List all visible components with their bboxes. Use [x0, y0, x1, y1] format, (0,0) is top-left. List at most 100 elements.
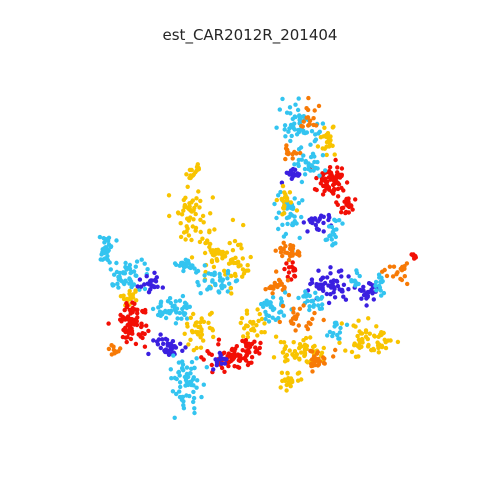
- data-point: [276, 282, 282, 288]
- data-point: [142, 282, 147, 287]
- data-point: [290, 174, 295, 180]
- data-point: [288, 384, 293, 389]
- data-point: [196, 283, 201, 288]
- data-point: [286, 292, 292, 298]
- data-point: [209, 258, 215, 263]
- data-point: [158, 301, 163, 306]
- data-point: [303, 289, 308, 294]
- data-point: [216, 337, 222, 342]
- data-point: [298, 150, 303, 156]
- data-point: [139, 321, 144, 326]
- data-point: [211, 264, 217, 270]
- data-point: [188, 315, 193, 320]
- data-point: [245, 334, 251, 340]
- data-point: [234, 278, 240, 283]
- data-point: [364, 295, 370, 300]
- data-point: [177, 389, 182, 394]
- data-point: [320, 192, 326, 197]
- data-point: [350, 207, 355, 212]
- data-point: [102, 246, 107, 251]
- data-point: [180, 348, 185, 353]
- data-point: [198, 320, 203, 325]
- data-point: [321, 229, 326, 234]
- data-point: [164, 337, 170, 342]
- data-point: [295, 161, 301, 166]
- data-point: [283, 244, 288, 249]
- data-point: [137, 277, 143, 282]
- data-point: [359, 296, 364, 301]
- data-point: [163, 315, 169, 321]
- data-point: [286, 215, 291, 220]
- data-point: [108, 244, 114, 249]
- data-point: [322, 125, 327, 130]
- data-point: [202, 263, 207, 268]
- data-point: [335, 194, 341, 199]
- data-point: [357, 273, 362, 279]
- data-point: [328, 233, 333, 239]
- data-point: [344, 180, 350, 185]
- data-point: [278, 339, 284, 345]
- data-point: [135, 311, 140, 316]
- data-point: [282, 290, 288, 295]
- data-point: [312, 310, 317, 316]
- data-point: [173, 321, 179, 326]
- data-point: [128, 311, 133, 316]
- data-point: [194, 270, 199, 275]
- data-point: [333, 175, 339, 180]
- data-point: [290, 260, 295, 265]
- data-point: [194, 202, 199, 207]
- data-point: [183, 237, 188, 242]
- data-point: [178, 221, 183, 226]
- data-point: [238, 320, 243, 326]
- data-point: [144, 274, 149, 279]
- data-point: [283, 250, 288, 255]
- data-point: [285, 371, 290, 376]
- data-point: [177, 310, 182, 316]
- data-point: [167, 296, 173, 301]
- data-point: [197, 239, 203, 245]
- data-point: [158, 332, 163, 337]
- data-point: [259, 316, 265, 322]
- data-point: [293, 102, 298, 107]
- data-point: [175, 316, 180, 321]
- data-point: [265, 300, 271, 305]
- data-point: [180, 394, 185, 400]
- data-point: [280, 253, 285, 259]
- data-point: [189, 263, 195, 268]
- data-point: [201, 220, 206, 225]
- data-point: [241, 334, 246, 339]
- data-point: [194, 356, 199, 361]
- data-point: [136, 332, 141, 337]
- data-point: [212, 227, 217, 232]
- data-point: [281, 313, 287, 318]
- data-point: [378, 288, 383, 293]
- data-point: [316, 268, 321, 273]
- data-point: [287, 190, 293, 195]
- data-point: [317, 173, 322, 178]
- data-point: [239, 316, 245, 321]
- data-point: [310, 344, 316, 350]
- data-point: [359, 344, 364, 349]
- data-point: [232, 347, 237, 353]
- data-point: [192, 406, 197, 411]
- data-point: [320, 146, 325, 151]
- data-point: [316, 103, 322, 109]
- data-point: [151, 284, 157, 289]
- data-point: [116, 277, 122, 282]
- data-point: [262, 330, 267, 335]
- data-point: [332, 187, 337, 193]
- data-point: [259, 330, 264, 335]
- data-point: [151, 338, 156, 343]
- data-point: [333, 157, 338, 163]
- data-point: [297, 370, 302, 375]
- data-point: [327, 165, 333, 170]
- data-point: [301, 338, 306, 343]
- data-point: [109, 343, 114, 348]
- data-point: [186, 233, 192, 238]
- data-point: [339, 166, 345, 171]
- data-point: [193, 320, 199, 326]
- data-point: [201, 382, 206, 387]
- data-point: [217, 350, 222, 356]
- data-point: [213, 282, 218, 288]
- data-point: [272, 280, 277, 286]
